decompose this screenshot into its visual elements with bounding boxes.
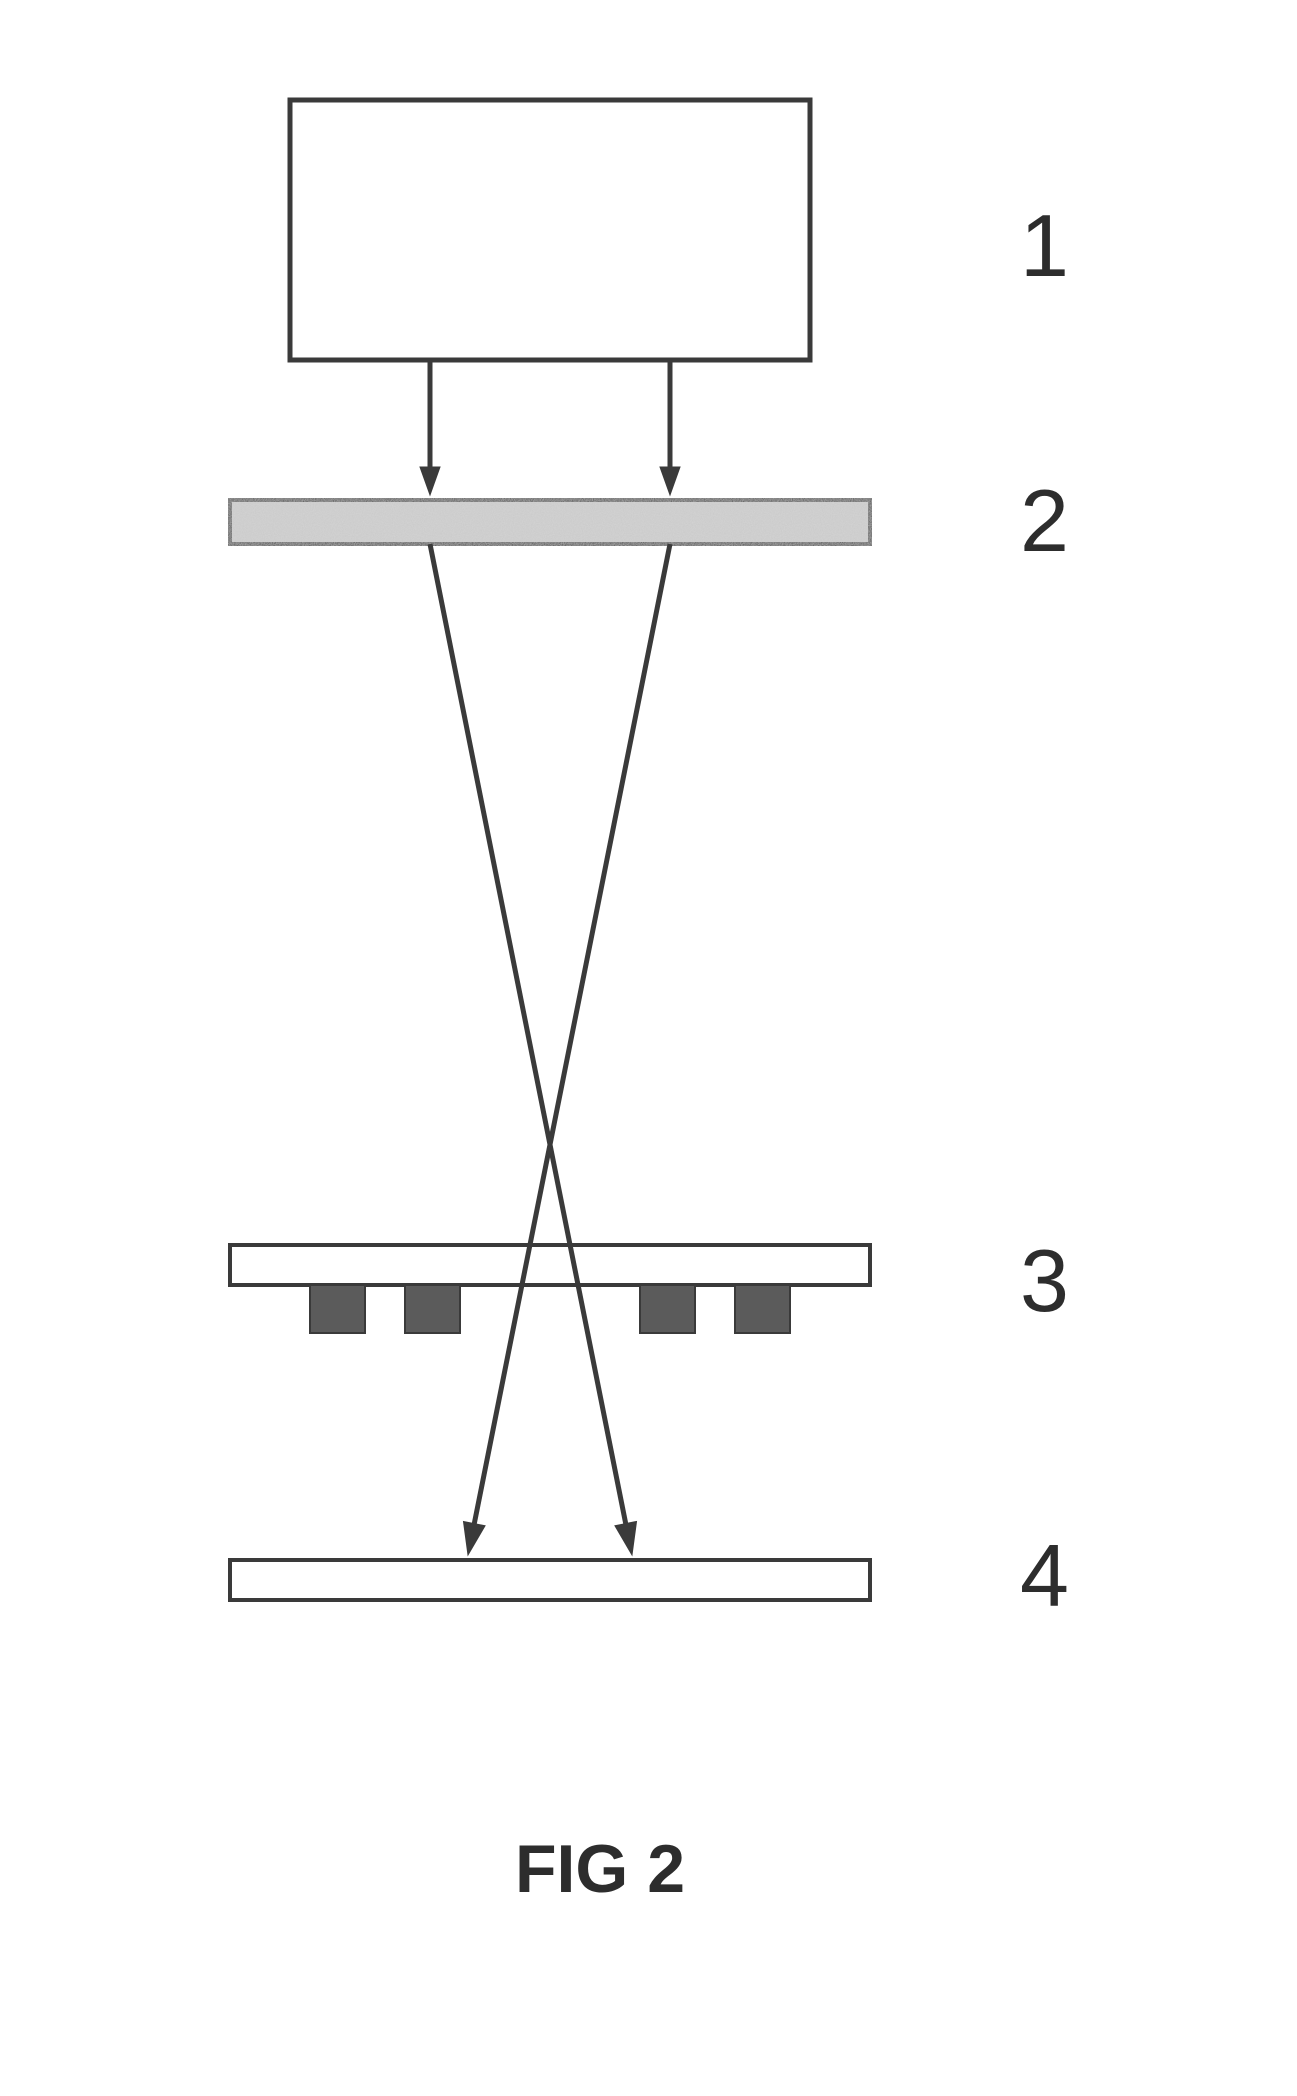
- arrow_cross_LtoR-head: [615, 1521, 637, 1555]
- label-1: 1: [1020, 195, 1069, 297]
- box1: [290, 100, 810, 360]
- slab3_tabs-3: [735, 1285, 790, 1333]
- figure-svg: [0, 0, 1297, 2096]
- label-4: 4: [1020, 1525, 1069, 1627]
- slab3_tabs-2: [640, 1285, 695, 1333]
- slab4: [230, 1560, 870, 1600]
- slab2: [230, 500, 870, 544]
- arrow_cross_RtoL-shaft: [474, 544, 670, 1524]
- arrow_left_top-head: [420, 467, 440, 495]
- label-3: 3: [1020, 1230, 1069, 1332]
- label-2: 2: [1020, 470, 1069, 572]
- slab3_tabs-1: [405, 1285, 460, 1333]
- figure-caption: FIG 2: [515, 1830, 685, 1908]
- slab3_tabs-0: [310, 1285, 365, 1333]
- slab3_top: [230, 1245, 870, 1285]
- arrow_cross_RtoL-head: [463, 1521, 485, 1555]
- figure-stage: 1 2 3 4 FIG 2: [0, 0, 1297, 2096]
- arrow_cross_LtoR-shaft: [430, 544, 626, 1524]
- arrow_right_top-head: [660, 467, 680, 495]
